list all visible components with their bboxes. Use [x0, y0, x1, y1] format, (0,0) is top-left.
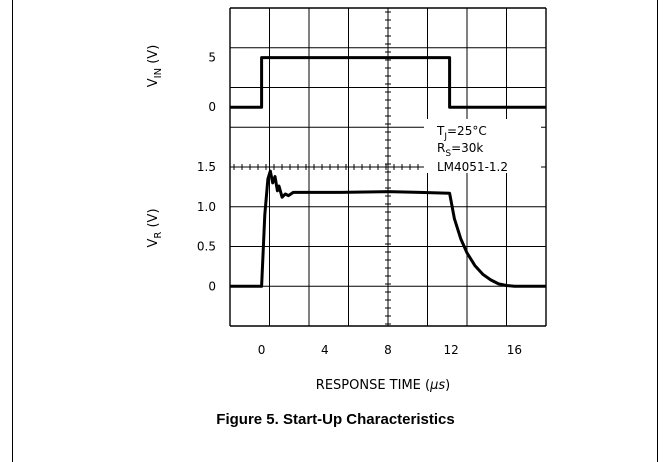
annotation-background: [424, 119, 541, 173]
annotation-line-2: RS=30k: [437, 141, 483, 159]
vin-trace: [230, 56, 546, 109]
x-tick-label: 8: [384, 343, 392, 357]
vin-ylabel: VIN (V): [146, 45, 164, 88]
x-tick-label: 4: [321, 343, 329, 357]
chart-series: [230, 56, 546, 288]
vr-y-tick-label: 0.5: [197, 240, 216, 254]
vr-ylabel: VR (V): [146, 208, 164, 247]
vr-trace: [230, 169, 546, 288]
chart-tick-labels: 0 4 8 12 16 5 0 1.5 1.0 0.5 0: [197, 51, 522, 357]
figure-caption: Figure 5. Start-Up Characteristics: [216, 411, 455, 428]
vr-y-tick-label: 1.5: [197, 160, 216, 174]
annotation-line-3: LM4051-1.2: [437, 160, 508, 174]
vin-y-tick-label: 5: [208, 51, 216, 65]
vr-y-tick-label: 1.0: [197, 200, 216, 214]
annotation-line-1: TJ=25°C: [436, 124, 487, 142]
x-axis-label: RESPONSE TIME (μs): [316, 378, 450, 393]
vin-y-tick-label: 0: [208, 100, 216, 114]
x-tick-label: 0: [258, 343, 266, 357]
frame-left-border: [12, 0, 13, 462]
x-tick-label: 16: [507, 343, 522, 357]
vr-y-tick-label: 0: [208, 279, 216, 293]
x-tick-label: 12: [444, 343, 459, 357]
frame-right-border: [657, 0, 658, 462]
